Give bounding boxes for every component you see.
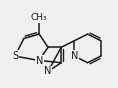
Text: S: S bbox=[12, 51, 18, 61]
Text: CH₃: CH₃ bbox=[31, 13, 48, 22]
Text: N: N bbox=[36, 56, 43, 65]
Text: N: N bbox=[44, 67, 52, 76]
Text: N: N bbox=[71, 51, 78, 61]
